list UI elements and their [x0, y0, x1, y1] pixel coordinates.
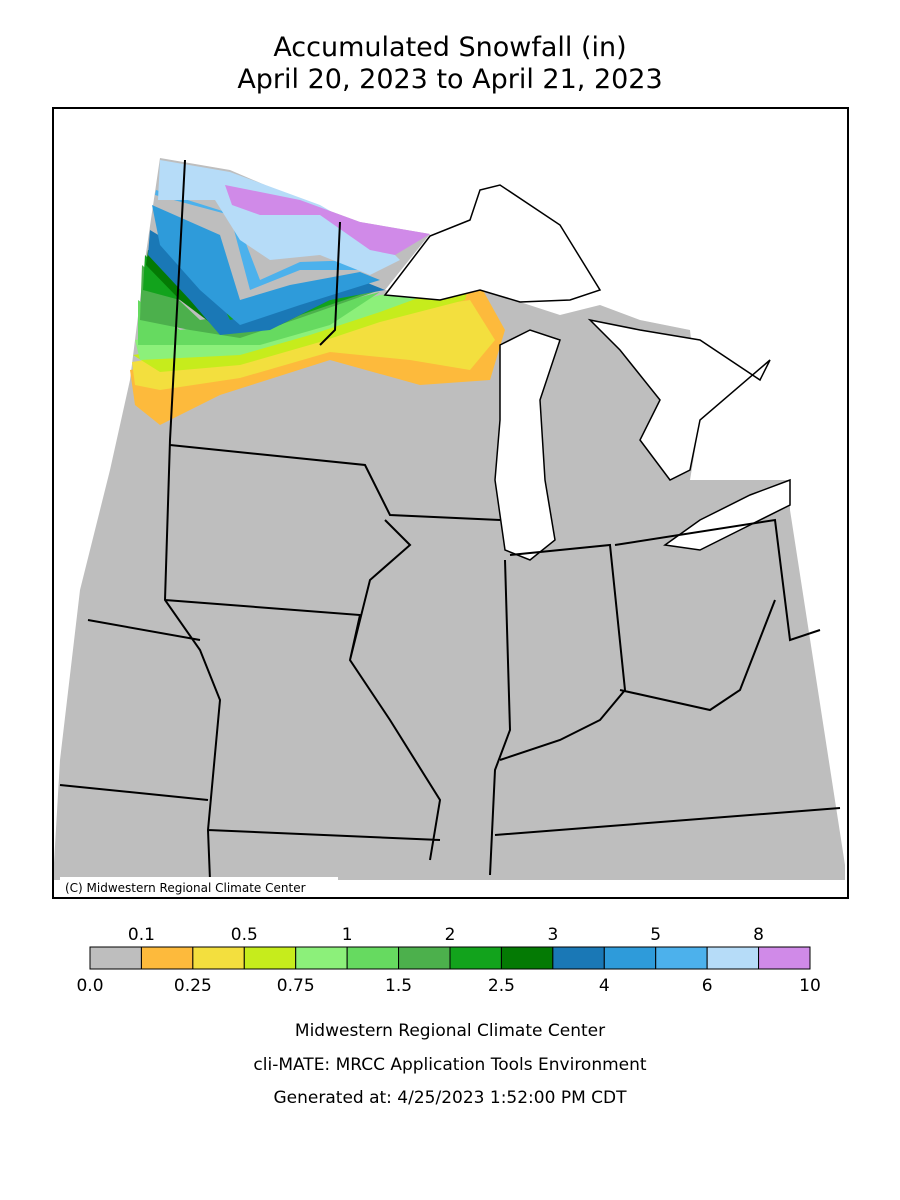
lake-huron	[587, 318, 771, 481]
legend-label: 3	[547, 925, 558, 945]
legend-swatch	[140, 946, 194, 970]
legend-label: 2	[445, 925, 456, 945]
legend-swatch	[758, 946, 811, 970]
legend-swatch	[398, 946, 451, 970]
legend-label: 0.1	[128, 925, 155, 945]
snow-area	[155, 190, 370, 290]
legend-label: 4	[599, 976, 610, 996]
legend-swatch	[295, 946, 348, 970]
legend-label: 0.25	[174, 976, 212, 996]
legend-swatch	[192, 946, 245, 970]
legend-label: 1.5	[385, 976, 412, 996]
state-borders	[59, 159, 841, 881]
legend-swatch	[243, 946, 297, 970]
map-frame	[52, 107, 849, 899]
legend-label: 10	[799, 976, 821, 996]
copyright-box	[60, 877, 338, 896]
footer-line: Midwestern Regional Climate Center	[295, 1021, 605, 1041]
legend-label: 0.75	[277, 976, 315, 996]
legend-swatch	[706, 946, 760, 970]
footer-line: cli-MATE: MRCC Application Tools Environ…	[253, 1055, 646, 1075]
snow-area	[225, 185, 430, 255]
title: Accumulated Snowfall (in)	[273, 32, 626, 63]
legend-swatch	[603, 946, 657, 970]
legend-label: 8	[753, 925, 764, 945]
legend-label: 6	[702, 976, 713, 996]
lake-michigan	[494, 329, 561, 561]
legend: 0.0 0.1 0.25 0.5 0.75 1 1.5 2 2.5 3 4 5 6 8 10	[76, 925, 820, 996]
copyright: (C) Midwestern Regional Climate Center	[65, 881, 306, 895]
subtitle: April 20, 2023 to April 21, 2023	[237, 64, 662, 95]
legend-label: 2.5	[488, 976, 515, 996]
snow-area	[148, 230, 385, 335]
legend-swatch	[500, 946, 554, 970]
snow-area	[138, 292, 380, 345]
lake-superior	[383, 184, 602, 303]
map: (C) Midwestern Regional Climate Center	[52, 107, 849, 899]
legend-label: 5	[650, 925, 661, 945]
legend-swatch	[89, 946, 142, 970]
snow-area	[132, 300, 495, 390]
legend-swatch	[346, 946, 400, 970]
footer-line: Generated at: 4/25/2023 1:52:00 PM CDT	[274, 1088, 628, 1108]
snow-area	[152, 205, 380, 325]
legend-label: 1	[342, 925, 353, 945]
legend-swatch	[552, 946, 605, 970]
legend-label: 0.0	[76, 976, 103, 996]
legend-swatch	[655, 946, 708, 970]
legend-swatch	[449, 946, 502, 970]
legend-label: 0.5	[231, 925, 258, 945]
